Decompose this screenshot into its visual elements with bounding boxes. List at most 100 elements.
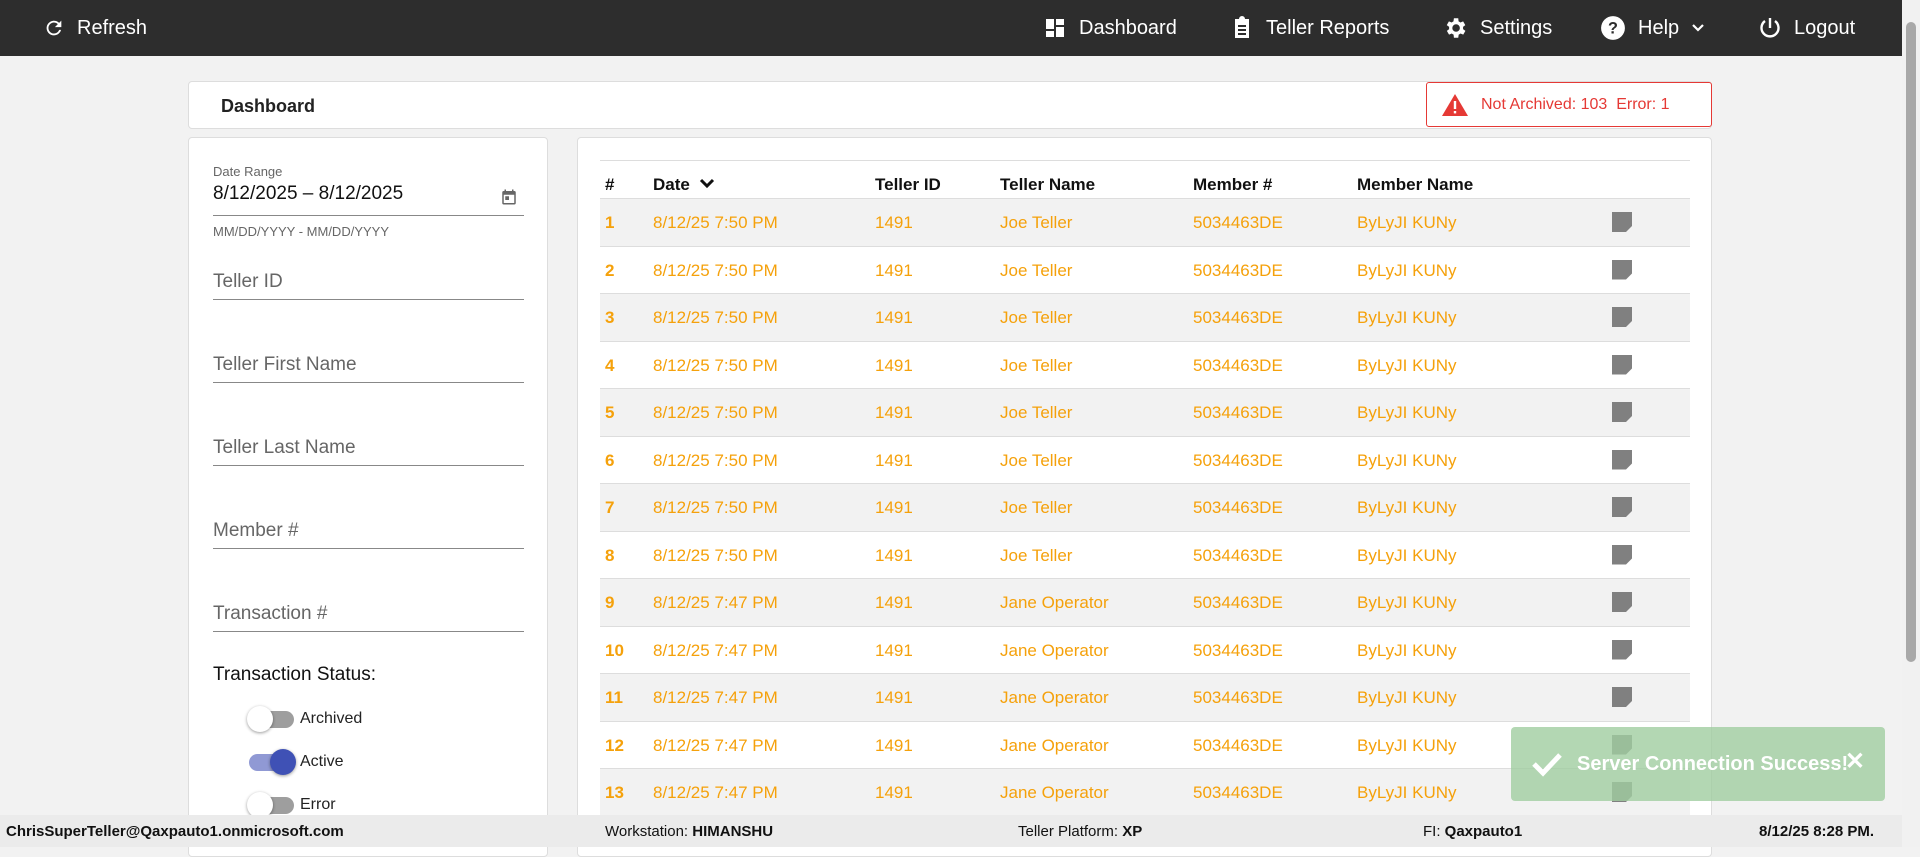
table-row[interactable]: 2 8/12/25 7:50 PM 1491 Joe Teller 5034463DE B…: [600, 245, 1690, 294]
teller-last-name-input[interactable]: Teller Last Name: [213, 424, 524, 466]
table-row[interactable]: 5 8/12/25 7:50 PM 1491 Joe Teller 5034463DE B…: [600, 388, 1690, 436]
cell-date: 8/12/25 7:50 PM: [653, 355, 778, 375]
note-icon[interactable]: [1612, 639, 1632, 660]
page-title: Dashboard: [221, 96, 316, 116]
refresh-button[interactable]: Refresh: [43, 0, 147, 56]
help-label: Help: [1638, 16, 1680, 39]
table-row[interactable]: 1 8/12/25 7:50 PM 1491 Joe Teller 5034463DE B…: [600, 198, 1690, 246]
cell-number: 12: [605, 735, 624, 755]
table-row[interactable]: 11 8/12/25 7:47 PM 1491 Jane Operator 503446…: [600, 673, 1690, 721]
cell-member-name: ByLyJI KUNy: [1357, 308, 1457, 327]
col-teller-id: Teller ID: [875, 175, 941, 194]
col-member-name: Member Name: [1357, 175, 1474, 194]
cell-member-name: ByLyJI KUNy: [1357, 403, 1457, 422]
teller-id-input[interactable]: Teller ID: [213, 258, 524, 300]
table-row[interactable]: 4 8/12/25 7:50 PM 1491 Joe Teller 5034463DE B…: [600, 340, 1690, 389]
date-range-input[interactable]: 8/12/2025 – 8/12/2025: [213, 178, 524, 216]
cell-member-number: 5034463DE: [1193, 640, 1283, 660]
note-icon[interactable]: [1612, 592, 1632, 612]
status-alert[interactable]: Not Archived: 103 Error: 1: [1426, 82, 1712, 127]
toggle-knob[interactable]: [247, 791, 273, 818]
table-row[interactable]: 8 8/12/25 7:50 PM 1491 Joe Teller 5034463DE B…: [600, 530, 1690, 579]
workstation-value: HIMANSHU: [692, 823, 774, 840]
toggle-track[interactable]: [247, 791, 294, 818]
gear-icon: [1446, 18, 1466, 38]
status-toggle-active[interactable]: Active: [249, 748, 344, 775]
toggle-label: Archived: [300, 710, 363, 727]
calendar-icon[interactable]: [500, 188, 518, 206]
cell-member-name: ByLyJI KUNy: [1357, 260, 1457, 280]
close-icon[interactable]: ✕: [1844, 748, 1865, 775]
cell-teller-id: 1491: [875, 213, 913, 232]
note-icon[interactable]: [1612, 212, 1632, 232]
col-member-number: Member #: [1193, 175, 1273, 194]
note-icon[interactable]: [1612, 544, 1632, 565]
cell-teller-name: Jane Operator: [1000, 735, 1109, 755]
date-range-label: Date Range: [213, 164, 283, 179]
cell-date: 8/12/25 7:47 PM: [653, 783, 778, 802]
cell-date: 8/12/25 7:47 PM: [653, 735, 778, 755]
scrollbar-thumb[interactable]: [1906, 22, 1916, 662]
transactions-table: # Date Teller ID Teller Name Member # Me…: [577, 137, 1712, 857]
table-row[interactable]: 3 8/12/25 7:50 PM 1491 Joe Teller 5034463DE B…: [600, 293, 1690, 341]
page-scrollbar[interactable]: [1902, 0, 1920, 847]
table-row[interactable]: 7 8/12/25 7:50 PM 1491 Joe Teller 5034463DE B…: [600, 483, 1690, 531]
note-icon[interactable]: [1612, 687, 1632, 707]
cell-member-name: ByLyJI KUNy: [1357, 735, 1457, 755]
cell-date: 8/12/25 7:50 PM: [653, 260, 778, 280]
toggle-knob[interactable]: [270, 748, 296, 775]
cell-date: 8/12/25 7:47 PM: [653, 688, 778, 707]
status-toggle-error[interactable]: Error: [247, 791, 336, 818]
cell-number: 8: [605, 545, 615, 565]
table-row[interactable]: 13 8/12/25 7:47 PM 1491 Jane Operator 503446…: [600, 768, 1690, 816]
nav-teller-reports[interactable]: Teller Reports: [1230, 0, 1389, 56]
cell-number: 6: [605, 450, 615, 470]
cell-member-number: 5034463DE: [1193, 545, 1283, 565]
dashboard-icon: [1046, 19, 1064, 37]
note-icon[interactable]: [1612, 259, 1632, 280]
nav-logout[interactable]: Logout: [1758, 0, 1855, 56]
status-toggle-archived[interactable]: Archived: [247, 705, 363, 732]
cell-number: 11: [605, 688, 623, 707]
cell-teller-id: 1491: [875, 688, 913, 707]
col-date[interactable]: Date: [653, 175, 715, 195]
note-icon[interactable]: [1612, 354, 1632, 375]
cell-number: 3: [605, 308, 615, 327]
power-icon: [1760, 18, 1780, 38]
cell-number: 1: [605, 213, 615, 232]
member-number-placeholder: Member #: [213, 520, 299, 541]
cell-number: 13: [605, 783, 624, 802]
cell-teller-name: Joe Teller: [1000, 260, 1073, 280]
chevron-down-icon: [1692, 24, 1704, 32]
table-row[interactable]: 10 8/12/25 7:47 PM 1491 Jane Operator 503446…: [600, 625, 1690, 674]
col-teller-name: Teller Name: [1000, 175, 1096, 194]
footer-user: ChrisSuperTeller@Qaxpauto1.onmicrosoft.c…: [6, 823, 344, 840]
col-number: #: [605, 175, 615, 194]
toggle-knob[interactable]: [247, 705, 273, 732]
note-icon[interactable]: [1612, 449, 1632, 470]
note-icon[interactable]: [1612, 402, 1632, 422]
cell-member-name: ByLyJI KUNy: [1357, 450, 1457, 470]
nav-help[interactable]: ? Help: [1600, 0, 1705, 56]
teller-first-name-input[interactable]: Teller First Name: [213, 341, 524, 383]
table-header: # Date Teller ID Teller Name Member # Me…: [600, 160, 1690, 208]
member-number-input[interactable]: Member #: [213, 507, 524, 549]
cell-teller-name: Joe Teller: [1000, 213, 1073, 232]
note-icon[interactable]: [1612, 307, 1632, 327]
cell-date: 8/12/25 7:50 PM: [653, 450, 778, 470]
cell-member-number: 5034463DE: [1193, 593, 1283, 612]
cell-member-name: ByLyJI KUNy: [1357, 355, 1457, 375]
note-icon[interactable]: [1612, 497, 1632, 517]
dashboard-label: Dashboard: [1079, 16, 1177, 39]
toggle-track[interactable]: [247, 705, 294, 732]
toggle-track[interactable]: [249, 748, 296, 775]
cell-date: 8/12/25 7:50 PM: [653, 498, 778, 517]
nav-settings[interactable]: Settings: [1442, 0, 1552, 56]
nav-dashboard[interactable]: Dashboard: [1043, 0, 1177, 56]
table-row[interactable]: 6 8/12/25 7:50 PM 1491 Joe Teller 5034463DE B…: [600, 435, 1690, 484]
cell-member-number: 5034463DE: [1193, 355, 1283, 375]
cell-teller-name: Joe Teller: [1000, 450, 1073, 470]
table-row[interactable]: 9 8/12/25 7:47 PM 1491 Jane Operator 5034463…: [600, 578, 1690, 626]
platform-value: XP: [1122, 823, 1143, 840]
transaction-number-input[interactable]: Transaction #: [213, 590, 524, 632]
